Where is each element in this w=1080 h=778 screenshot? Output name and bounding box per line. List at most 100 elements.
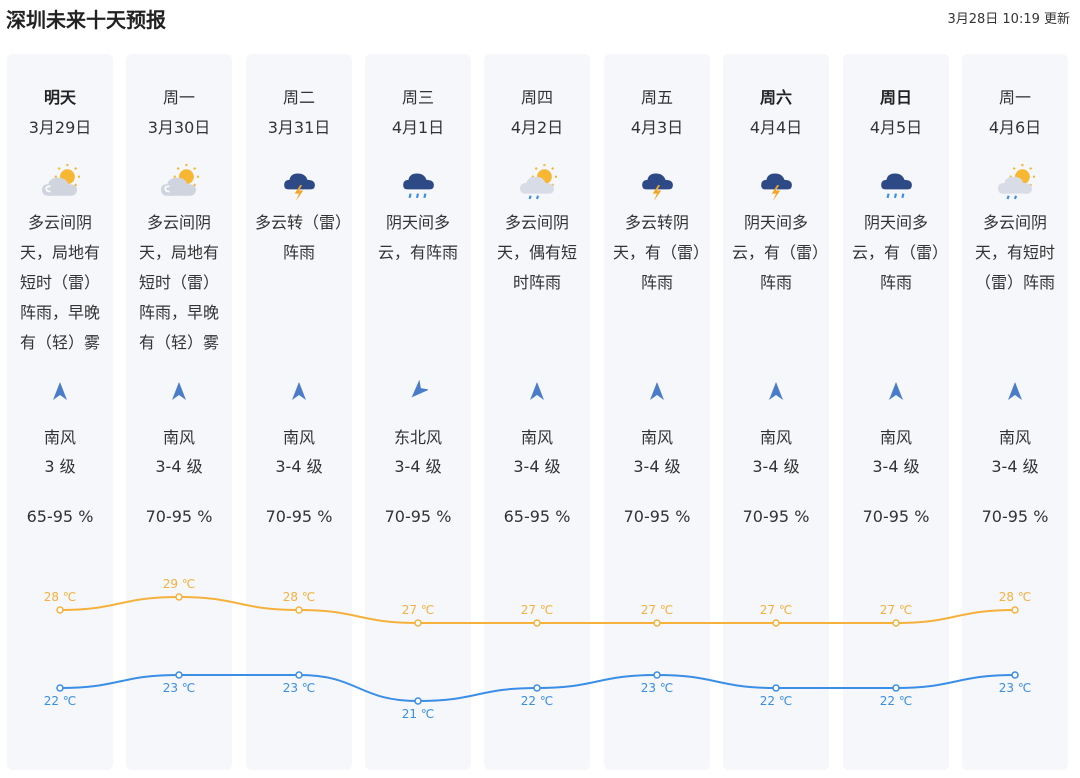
south-wind-arrow-icon	[527, 380, 547, 402]
high-temp-label: 27 ℃	[641, 603, 674, 617]
low-temp-label: 22 ℃	[521, 694, 554, 708]
south-wind-arrow-icon	[50, 380, 70, 402]
day-column: 周四 4月2日多云间阴天，偶有短时阵雨南风 3-4 级 65-95 %	[484, 54, 590, 770]
rain-icon	[876, 164, 916, 200]
low-temp-point	[56, 684, 64, 692]
day-label: 周四	[520, 88, 553, 107]
wind-direction: 南风	[282, 428, 315, 447]
date-label: 3月30日	[147, 118, 211, 137]
date-label: 4月2日	[510, 118, 564, 137]
northeast-wind-arrow-icon	[408, 379, 430, 402]
humidity: 70-95 %	[742, 507, 810, 526]
south-wind-arrow-icon	[886, 380, 906, 402]
south-wind-arrow-icon	[647, 380, 667, 402]
low-temp-point	[1011, 671, 1019, 679]
wind-direction: 南风	[879, 428, 912, 447]
date-label: 4月5日	[869, 118, 923, 137]
humidity: 70-95 %	[981, 507, 1049, 526]
low-temp-point	[414, 697, 422, 705]
high-temp-label: 29 ℃	[163, 577, 196, 591]
day-column: 周六 4月4日 阴天间多云，有（雷）阵雨 南风 3-4 级 70-95 %	[723, 54, 829, 770]
partly-cloudy-sun-icon	[40, 164, 81, 200]
low-temp-label: 22 ℃	[760, 694, 793, 708]
high-temp-point	[653, 619, 661, 627]
day-label: 周一	[998, 88, 1031, 107]
day-column: 周日 4月5日 阴天间多云，有（雷）阵雨 南风 3-4 级 70-95 %	[843, 54, 949, 770]
low-temp-point	[295, 671, 303, 679]
wind-level: 3-4 级	[275, 457, 323, 476]
weather-description: 多云间阴天，偶有短时阵雨	[496, 213, 577, 292]
low-temp-label: 23 ℃	[163, 681, 196, 695]
wind-direction: 南风	[520, 428, 553, 447]
humidity: 70-95 %	[623, 507, 691, 526]
thunderstorm-icon	[279, 164, 319, 202]
weather-description: 多云转阴天，有（雷）阵雨	[612, 213, 701, 292]
low-temp-point	[892, 684, 900, 692]
wind-direction: 南风	[43, 428, 76, 447]
wind-level: 3-4 级	[991, 457, 1039, 476]
day-label: 周一	[162, 88, 195, 107]
south-wind-arrow-icon	[766, 380, 786, 402]
partly-cloudy-sun-icon	[159, 164, 200, 200]
wind-level: 3-4 级	[752, 457, 800, 476]
update-time: 3月28日 10:19 更新	[947, 12, 1070, 27]
date-label: 3月29日	[28, 118, 92, 137]
high-temp-point	[175, 593, 183, 601]
low-temp-label: 22 ℃	[880, 694, 913, 708]
wind-level: 3-4 级	[155, 457, 203, 476]
humidity: 70-95 %	[862, 507, 930, 526]
day-column: 明天 3月29日 多云间阴天，局地有短时（雷）阵雨，早晚有（轻）雾 南风 3 级 65-9…	[7, 54, 113, 770]
wind-level: 3-4 级	[513, 457, 561, 476]
weather-description: 阴天间多云，有（雷）阵雨	[731, 213, 820, 292]
date-label: 3月31日	[267, 118, 331, 137]
page-title: 深圳未来十天预报	[6, 8, 166, 32]
high-temp-label: 28 ℃	[44, 590, 77, 604]
day-label: 周二	[282, 88, 315, 107]
high-temp-label: 27 ℃	[760, 603, 793, 617]
high-temp-label: 27 ℃	[402, 603, 435, 617]
humidity: 65-95 %	[503, 507, 571, 526]
date-label: 4月1日	[391, 118, 445, 137]
high-temp-label: 28 ℃	[283, 590, 316, 604]
high-temp-point	[533, 619, 541, 627]
low-temp-point	[772, 684, 780, 692]
weather-description: 多云间阴天，有短时（雷）阵雨	[974, 213, 1055, 292]
day-column: 周二 3月31日 多云转（雷）阵雨 南风 3-4 级 70-95 %	[246, 54, 352, 770]
low-temp-label: 23 ℃	[999, 681, 1032, 695]
humidity: 70-95 %	[384, 507, 452, 526]
date-label: 4月4日	[749, 118, 803, 137]
weather-description: 多云间阴天，局地有短时（雷）阵雨，早晚有（轻）雾	[138, 213, 219, 352]
wind-direction: 南风	[998, 428, 1031, 447]
weather-description: 阴天间多云，有阵雨	[377, 213, 458, 262]
wind-level: 3 级	[44, 457, 76, 476]
humidity: 70-95 %	[145, 507, 213, 526]
day-label: 周五	[640, 88, 673, 107]
wind-direction: 南风	[162, 428, 195, 447]
wind-level: 3-4 级	[633, 457, 681, 476]
wind-level: 3-4 级	[394, 457, 442, 476]
low-temp-point	[533, 684, 541, 692]
high-temp-label: 28 ℃	[999, 590, 1032, 604]
high-temp-point	[772, 619, 780, 627]
low-temp-point	[175, 671, 183, 679]
high-temp-point	[56, 606, 64, 614]
high-temp-label: 27 ℃	[880, 603, 913, 617]
thunderstorm-icon	[756, 164, 796, 202]
low-temp-point	[653, 671, 661, 679]
day-label: 明天	[43, 88, 76, 107]
weather-description: 多云间阴天，局地有短时（雷）阵雨，早晚有（轻）雾	[19, 213, 100, 352]
day-column: 周三 4月1日 阴天间多云，有阵雨 东北风 3-4 级 70-95 %	[365, 54, 471, 770]
day-column: 周一 4月6日多云间阴天，有短时（雷）阵雨南风 3-4 级 70-95 %	[962, 54, 1068, 770]
low-temp-label: 23 ℃	[641, 681, 674, 695]
weather-description: 多云转（雷）阵雨	[254, 213, 343, 262]
south-wind-arrow-icon	[289, 380, 309, 402]
low-temp-label: 22 ℃	[44, 694, 77, 708]
south-wind-arrow-icon	[1005, 380, 1025, 402]
date-label: 4月6日	[988, 118, 1042, 137]
high-temp-point	[892, 619, 900, 627]
day-label: 周六	[759, 88, 792, 107]
sun-rain-icon	[517, 164, 558, 200]
day-column: 周一 3月30日多云间阴天，局地有短时（雷）阵雨，早晚有（轻）雾南风 3-4 级 70…	[126, 54, 232, 770]
